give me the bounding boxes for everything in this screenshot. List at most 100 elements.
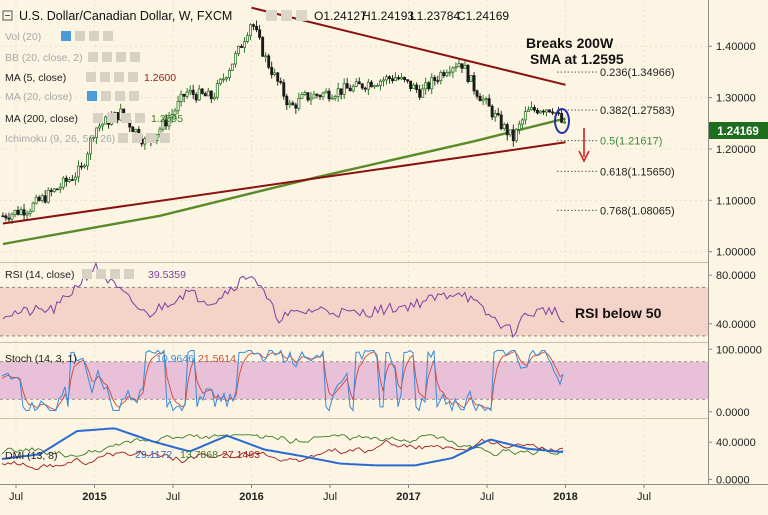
candle-body	[421, 88, 425, 98]
candle-body	[25, 212, 29, 216]
study-visibility-toggle	[93, 113, 103, 123]
candle-body	[179, 93, 183, 102]
candle-body	[342, 83, 346, 95]
stoch-k-line	[1, 349, 564, 413]
candle-body	[372, 85, 376, 88]
candle-body	[191, 89, 195, 95]
candle-body	[203, 93, 207, 97]
candle-body	[542, 110, 545, 113]
collapse-icon[interactable]	[2, 10, 13, 21]
study-remove-button	[129, 91, 139, 101]
current-price-value: 1.24169	[717, 126, 759, 138]
study-remove-button	[135, 113, 145, 123]
stoch-k-value: 10.9646	[156, 353, 194, 365]
study-label: MA (5, close)	[5, 72, 66, 84]
candle-body	[496, 113, 500, 116]
candle-body	[224, 77, 228, 80]
candle-body	[424, 82, 428, 90]
candle-body	[285, 95, 289, 106]
study-settings-button	[102, 52, 112, 62]
candle-body	[418, 89, 422, 98]
candle-body	[406, 79, 410, 82]
dmi-minus-line	[1, 438, 564, 470]
candle-body	[388, 76, 391, 80]
candle-body	[385, 76, 388, 81]
candle-body	[451, 67, 455, 73]
price-y-tick-label: 1.30000	[716, 93, 756, 105]
candle-body	[520, 119, 524, 125]
candle-body	[273, 72, 277, 76]
candle-body	[378, 80, 382, 86]
candle-body	[415, 84, 419, 90]
candle-body	[131, 126, 135, 133]
candle-body	[454, 66, 458, 69]
stoch-d-value: 21.5614	[198, 353, 236, 365]
dmi-minus-value: 27.1463	[222, 449, 260, 461]
candle-body	[511, 129, 515, 142]
panel-separators	[0, 0, 768, 485]
candle-body	[182, 93, 186, 97]
candle-body	[255, 26, 259, 31]
stoch-label: Stoch (14, 3, 1)	[5, 353, 77, 365]
candle-body	[369, 81, 373, 88]
candle-body	[288, 102, 292, 106]
candle-body	[545, 109, 548, 113]
annotation-breaks-line2: SMA at 1.2595	[530, 51, 624, 67]
candle-body	[442, 72, 446, 77]
rsi-band	[0, 287, 708, 336]
candle-body	[79, 165, 83, 168]
candle-body	[463, 64, 467, 69]
study-settings-button	[132, 133, 142, 143]
dmi-panel[interactable]	[1, 427, 564, 470]
candle-body	[58, 186, 62, 190]
price-y-tick-label: 1.20000	[716, 144, 756, 156]
study-visibility-toggle	[118, 133, 128, 143]
candle-body	[22, 209, 26, 216]
stoch-y-tick-label: 100.0000	[716, 344, 762, 356]
study-add-button	[115, 91, 125, 101]
candle-body	[43, 195, 47, 203]
rsi-value: 39.5359	[148, 269, 186, 281]
candle-body	[300, 94, 304, 99]
candle-body	[89, 137, 92, 155]
candle-body	[517, 123, 521, 130]
stoch-panel[interactable]	[0, 349, 708, 413]
candle-body	[324, 90, 328, 94]
candle-body	[529, 107, 533, 111]
candle-body	[478, 95, 482, 102]
candle-body	[67, 179, 71, 182]
study-value: 1.2600	[144, 72, 176, 84]
candle-body	[155, 134, 159, 141]
rsi-panel[interactable]	[0, 261, 708, 339]
candle-body	[366, 81, 370, 90]
candle-body	[523, 111, 527, 121]
candle-body	[104, 116, 108, 125]
candle-body	[230, 63, 234, 71]
dmi-plus-line	[1, 434, 564, 458]
candle-body	[70, 179, 74, 181]
candle-body	[73, 176, 77, 181]
ohlc-open: O1.24127	[314, 9, 367, 23]
candle-body	[279, 80, 283, 83]
candle-body	[221, 78, 225, 81]
candle-body	[19, 209, 23, 215]
header-controls[interactable]	[266, 10, 307, 21]
x-tick-label: Jul	[637, 491, 651, 503]
ohlc-close: C1.24169	[457, 9, 509, 23]
x-tick-label: 2017	[396, 491, 420, 503]
candle-body	[394, 77, 397, 81]
candle-body	[218, 78, 222, 84]
candle-body	[240, 45, 243, 48]
candle-body	[532, 107, 536, 111]
candle-body	[161, 119, 165, 130]
candle-body	[264, 55, 268, 58]
rsi-y-tick-label: 40.0000	[716, 319, 756, 331]
candle-body	[282, 82, 286, 97]
study-value: 1.2595	[151, 113, 183, 125]
study-add-button	[89, 31, 99, 41]
candle-body	[448, 71, 452, 74]
candle-body	[252, 24, 256, 27]
rsi-controls[interactable]	[82, 269, 134, 279]
